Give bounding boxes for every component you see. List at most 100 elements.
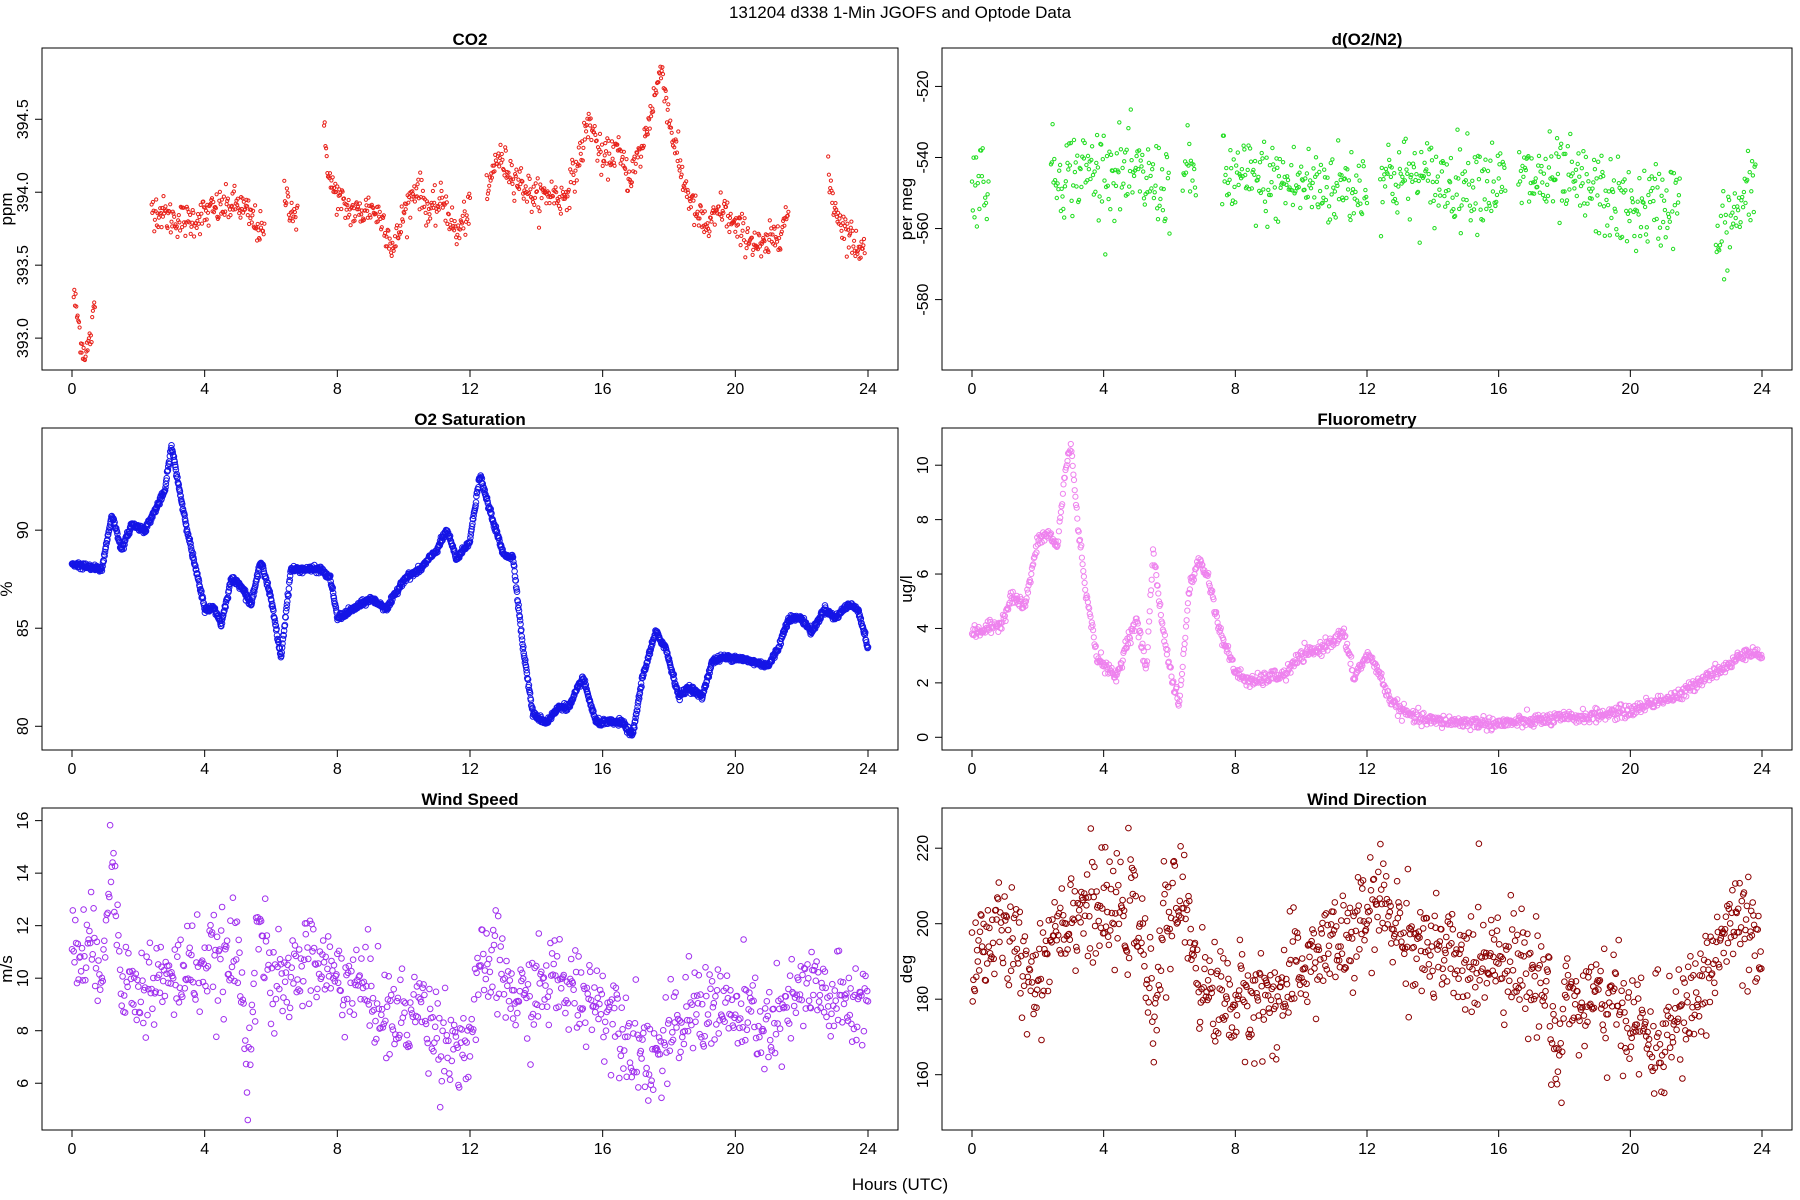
data-point <box>376 204 381 209</box>
data-point <box>1591 180 1596 185</box>
data-point <box>1270 145 1275 151</box>
data-point <box>1181 640 1188 648</box>
data-point <box>1569 159 1575 165</box>
data-point <box>839 228 844 233</box>
data-point <box>1670 246 1676 252</box>
data-point <box>733 229 738 234</box>
data-point <box>708 215 713 220</box>
data-point <box>767 218 772 223</box>
data-point <box>1411 165 1417 170</box>
data-point <box>1596 159 1601 165</box>
data-point <box>285 591 292 599</box>
data-point <box>237 207 242 212</box>
y-tick-label: 85 <box>15 619 32 637</box>
data-point <box>647 126 652 131</box>
data-point <box>1540 192 1546 198</box>
data-point <box>702 209 707 214</box>
data-point <box>1559 141 1564 147</box>
data-point <box>507 180 512 185</box>
data-point <box>1396 184 1401 189</box>
data-point <box>74 304 79 309</box>
y-tick-label: 394.0 <box>15 172 32 212</box>
data-point <box>1082 140 1087 146</box>
data-point <box>104 531 112 538</box>
data-point <box>1080 573 1088 580</box>
data-point <box>188 231 193 236</box>
data-point <box>629 180 635 185</box>
data-point <box>279 635 287 643</box>
data-point <box>1162 218 1167 224</box>
data-point <box>1130 190 1135 195</box>
data-point <box>1314 172 1320 177</box>
data-point <box>499 151 504 157</box>
data-point <box>461 199 467 204</box>
data-point <box>251 588 258 595</box>
data-point <box>466 221 471 226</box>
data-point <box>534 189 539 195</box>
data-point <box>1076 197 1082 203</box>
data-point <box>1184 607 1191 614</box>
data-point <box>286 576 294 584</box>
data-point <box>1060 194 1065 199</box>
data-point <box>826 154 831 159</box>
data-point <box>1155 217 1161 222</box>
data-point <box>1088 176 1093 182</box>
data-point <box>1157 611 1165 619</box>
data-point <box>1179 663 1186 671</box>
y-axis-label: ug/l <box>897 575 916 602</box>
data-point <box>1722 220 1728 225</box>
data-point <box>518 626 525 634</box>
data-point <box>532 195 538 200</box>
data-point <box>355 204 360 210</box>
data-point <box>983 200 989 206</box>
data-point <box>850 250 855 255</box>
data-point <box>1630 200 1636 205</box>
data-point <box>1643 232 1649 237</box>
data-point <box>1749 189 1754 194</box>
data-point <box>1424 141 1430 146</box>
data-point <box>1151 195 1157 201</box>
data-point <box>518 633 526 640</box>
data-point <box>517 620 524 628</box>
data-point <box>539 196 544 201</box>
data-point <box>348 223 353 228</box>
data-point <box>110 516 118 523</box>
data-point <box>1406 161 1412 166</box>
data-point <box>1383 166 1389 172</box>
data-point <box>256 228 261 233</box>
data-point <box>1600 169 1605 175</box>
y-tick-label: 8 <box>915 515 932 524</box>
data-point <box>1114 151 1120 156</box>
x-tick-label: 20 <box>1621 761 1639 778</box>
data-point <box>181 511 188 519</box>
data-point <box>1460 171 1465 177</box>
data-point <box>1435 174 1441 179</box>
data-point <box>196 221 201 226</box>
data-point <box>1183 617 1190 624</box>
data-point <box>1074 515 1081 522</box>
data-point <box>444 194 449 199</box>
data-point <box>1601 173 1606 179</box>
data-point <box>593 132 598 137</box>
data-point <box>750 252 755 257</box>
data-point <box>357 212 362 217</box>
data-point <box>1057 168 1062 173</box>
y-tick-label: -580 <box>915 283 932 315</box>
data-point <box>848 225 853 230</box>
data-point <box>278 649 286 656</box>
data-point <box>1078 166 1083 172</box>
data-point <box>270 607 277 614</box>
data-point <box>1345 167 1350 172</box>
data-point <box>278 644 286 651</box>
data-point <box>1590 186 1595 191</box>
data-point <box>80 341 85 347</box>
data-point <box>498 142 503 147</box>
data-point <box>1610 189 1616 195</box>
data-point <box>1226 191 1232 197</box>
data-point <box>777 236 782 241</box>
data-point <box>500 157 505 162</box>
data-point <box>79 350 84 355</box>
data-point <box>335 184 340 189</box>
x-tick-label: 8 <box>333 381 342 398</box>
